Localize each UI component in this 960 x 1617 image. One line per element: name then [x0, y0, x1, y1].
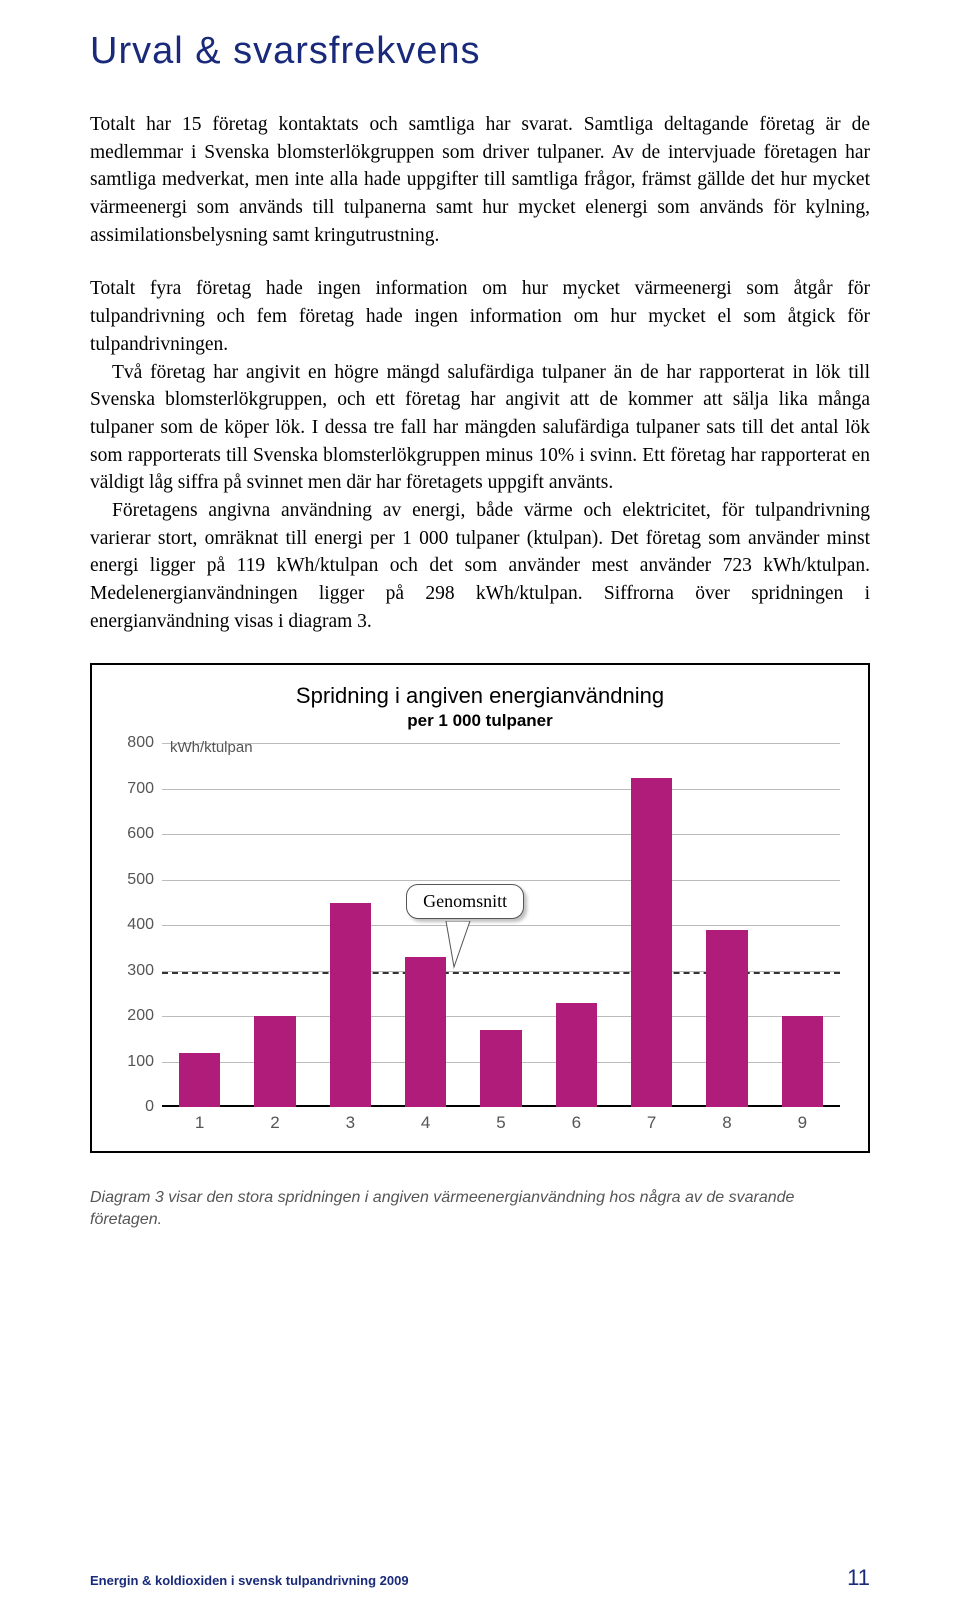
page-title: Urval & svarsfrekvens — [90, 30, 870, 73]
paragraph-1: Totalt har 15 företag kontaktats och sam… — [90, 111, 870, 249]
chart-bar — [782, 1016, 823, 1107]
chart-xtick: 4 — [421, 1113, 430, 1133]
chart-xtick: 2 — [270, 1113, 279, 1133]
paragraph-4: Företagens angivna användning av energi,… — [90, 497, 870, 635]
chart-caption: Diagram 3 visar den stora spridningen i … — [90, 1187, 870, 1230]
chart-unit-label: kWh/ktulpan — [170, 739, 253, 756]
chart-subtitle: per 1 000 tulpaner — [120, 711, 840, 731]
chart-gridline — [162, 880, 840, 881]
chart-plot-area: 0100200300400500600700800123456789Genoms… — [162, 743, 840, 1107]
page-number: 11 — [847, 1565, 870, 1591]
chart-callout: Genomsnitt — [406, 884, 524, 919]
footer-source: Energin & koldioxiden i svensk tulpandri… — [90, 1573, 409, 1588]
chart-gridline — [162, 925, 840, 926]
chart-ytick: 400 — [127, 916, 154, 934]
chart-bar — [480, 1030, 521, 1107]
body-text: Totalt har 15 företag kontaktats och sam… — [90, 111, 870, 635]
chart-bar — [179, 1053, 220, 1107]
chart-xtick: 8 — [722, 1113, 731, 1133]
chart-gridline — [162, 789, 840, 790]
chart-gridline — [162, 834, 840, 835]
chart-callout-tail — [440, 921, 480, 971]
chart-xtick: 5 — [496, 1113, 505, 1133]
chart-bar — [254, 1016, 295, 1107]
chart-bar — [405, 957, 446, 1107]
chart-xtick: 9 — [798, 1113, 807, 1133]
chart-gridline — [162, 743, 840, 744]
chart-ytick: 600 — [127, 825, 154, 843]
chart-container: Spridning i angiven energianvändning per… — [90, 663, 870, 1153]
chart-xtick: 6 — [572, 1113, 581, 1133]
chart-xtick: 7 — [647, 1113, 656, 1133]
chart-ytick: 800 — [127, 734, 154, 752]
chart-ytick: 200 — [127, 1007, 154, 1025]
paragraph-2: Totalt fyra företag hade ingen informati… — [90, 275, 870, 358]
chart-title: Spridning i angiven energianvändning — [120, 683, 840, 709]
chart-ytick: 300 — [127, 962, 154, 980]
chart-ytick: 500 — [127, 871, 154, 889]
page-footer: Energin & koldioxiden i svensk tulpandri… — [90, 1565, 870, 1591]
chart-xtick: 3 — [346, 1113, 355, 1133]
chart-ytick: 0 — [145, 1098, 154, 1116]
chart-ytick: 100 — [127, 1053, 154, 1071]
chart-ytick: 700 — [127, 780, 154, 798]
paragraph-3: Två företag har angivit en högre mängd s… — [90, 359, 870, 497]
chart-bar — [631, 778, 672, 1107]
chart-bar — [556, 1003, 597, 1108]
chart-bar — [706, 930, 747, 1107]
chart-xtick: 1 — [195, 1113, 204, 1133]
chart-bar — [330, 903, 371, 1108]
